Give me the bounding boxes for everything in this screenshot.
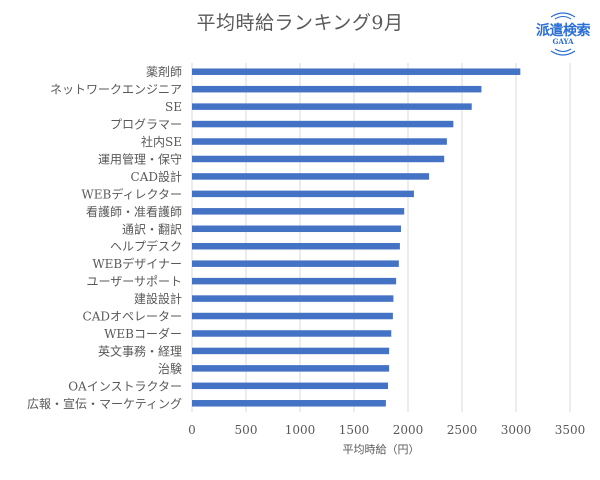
category-label: OAインストラクター: [68, 379, 182, 393]
logo-arcs-icon: [550, 12, 576, 56]
x-tick-label: 0: [188, 423, 196, 437]
bar: [192, 208, 405, 215]
bar: [192, 225, 401, 233]
category-label: 広報・宣伝・マーケティング: [27, 396, 182, 411]
category-label: WEBデザイナー: [92, 256, 182, 271]
category-label: CAD設計: [131, 169, 182, 184]
bar: [192, 277, 397, 285]
category-label: 治験: [158, 361, 182, 376]
category-label: 社内SE: [141, 134, 182, 149]
bar: [192, 382, 389, 390]
bar: [192, 190, 414, 198]
bar: [192, 365, 390, 372]
chart-title: 平均時給ランキング9月: [196, 12, 404, 34]
category-label: ユーザーサポート: [86, 275, 182, 289]
x-tick-label: 3500: [555, 423, 586, 437]
x-tick-label: 2500: [447, 423, 478, 437]
bars: [192, 68, 521, 407]
bar: [192, 120, 454, 128]
category-label: WEBコーダー: [104, 326, 182, 341]
category-label: 薬剤師: [146, 64, 182, 79]
bar: [192, 138, 447, 145]
bar: [192, 103, 472, 110]
gaya-logo: 派遣検索 GAYA: [531, 8, 595, 60]
x-axis-title: 平均時給（円）: [343, 442, 420, 456]
bar: [192, 330, 392, 337]
bar: [192, 85, 482, 93]
category-label: プログラマー: [110, 118, 182, 132]
bar: [192, 68, 521, 75]
category-label: WEBディレクター: [81, 186, 182, 201]
bar: [192, 400, 386, 407]
bar: [192, 242, 400, 250]
tick-labels: 0 500 1000 1500 2000 2500 3000 3500: [188, 423, 585, 437]
x-tick-label: 1500: [339, 423, 370, 437]
category-label: 英文事務・経理: [98, 343, 182, 358]
x-tick-label: 500: [235, 423, 258, 437]
x-tick-label: 3000: [501, 423, 532, 437]
category-label: 運用管理・保守: [98, 151, 182, 166]
bar: [192, 173, 430, 180]
category-label: CADオペレーター: [83, 310, 182, 324]
x-tick-label: 1000: [285, 423, 316, 437]
bar: [192, 155, 445, 163]
category-label: ヘルプデスク: [110, 239, 182, 254]
category-label: ネットワークエンジニア: [50, 83, 182, 97]
bar: [192, 312, 393, 320]
bar: [192, 260, 399, 267]
logo-subtext: GAYA: [552, 37, 574, 46]
bar: [192, 347, 390, 355]
category-label: 看護師・准看護師: [86, 204, 182, 219]
category-label: 建設設計: [134, 291, 182, 306]
gridlines: [191, 63, 571, 412]
x-tick-label: 2000: [393, 423, 424, 437]
logo-text: 派遣検索: [536, 23, 591, 39]
category-label: 通訳・翻訳: [122, 221, 182, 236]
category-label: SE: [165, 100, 182, 114]
bar: [192, 295, 394, 302]
